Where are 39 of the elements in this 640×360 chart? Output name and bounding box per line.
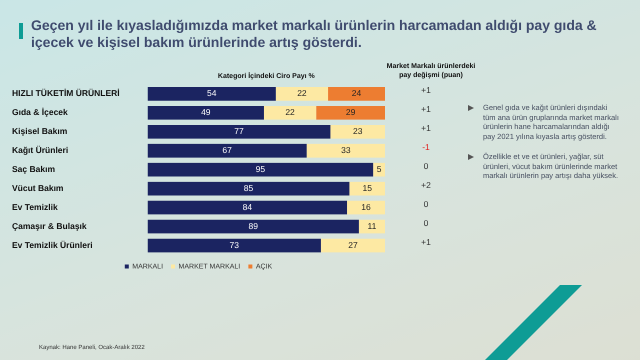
text: 0	[424, 161, 429, 172]
chart-title: Geçen yıl ile kıyasladığımızda market markalı ürünlerin harcamadan aldığı pay gıda & içecek ve kişisel bakım ürünlerinde artış gösterdi.	[31, 17, 598, 51]
data-label: 85	[244, 183, 254, 193]
y-tick-label: Ev Temizlik Ürünleri	[12, 240, 93, 250]
y-tick-label: Çamaşır & Bulaşık	[12, 220, 87, 231]
data-label: 5	[376, 164, 382, 174]
data-label: 77	[234, 126, 244, 136]
text: 0	[424, 218, 429, 228]
data-label: 73	[230, 240, 240, 250]
data-label: 11	[368, 220, 377, 231]
text: +1	[421, 123, 432, 134]
text: +1	[421, 85, 432, 96]
text: +1	[421, 104, 432, 114]
y-tick-label: Vücut Bakım	[12, 183, 64, 193]
data-label: 29	[346, 107, 356, 118]
y-tick-label: Kişisel Bakım	[12, 126, 68, 136]
data-label: 22	[297, 88, 307, 98]
data-label: 16	[361, 202, 372, 212]
y-tick-label: HIZLI TÜKETİM ÜRÜNLERİ	[12, 88, 120, 98]
y-tick-label: Saç Bakım	[12, 164, 56, 174]
data-label: 22	[285, 107, 296, 118]
data-label: 84	[242, 202, 252, 212]
y-tick-label: Gıda & İçecek	[12, 107, 68, 118]
data-label: 95	[256, 164, 266, 174]
data-label: 15	[362, 183, 372, 193]
data-label: 24	[352, 88, 362, 98]
data-label: 23	[352, 126, 363, 136]
text: 0	[424, 198, 429, 209]
text: +2	[421, 180, 432, 190]
y-tick-label: Kağıt Ürünleri	[12, 145, 68, 156]
data-label: 67	[222, 145, 232, 156]
data-label: 27	[348, 240, 358, 250]
text: -1	[422, 142, 430, 152]
y-tick-label: Ev Temizlik	[12, 202, 58, 212]
text: +1	[421, 236, 432, 247]
data-label: 33	[341, 145, 351, 156]
data-label: 49	[201, 107, 211, 118]
data-label: 54	[207, 88, 217, 98]
data-label: 89	[248, 220, 258, 231]
